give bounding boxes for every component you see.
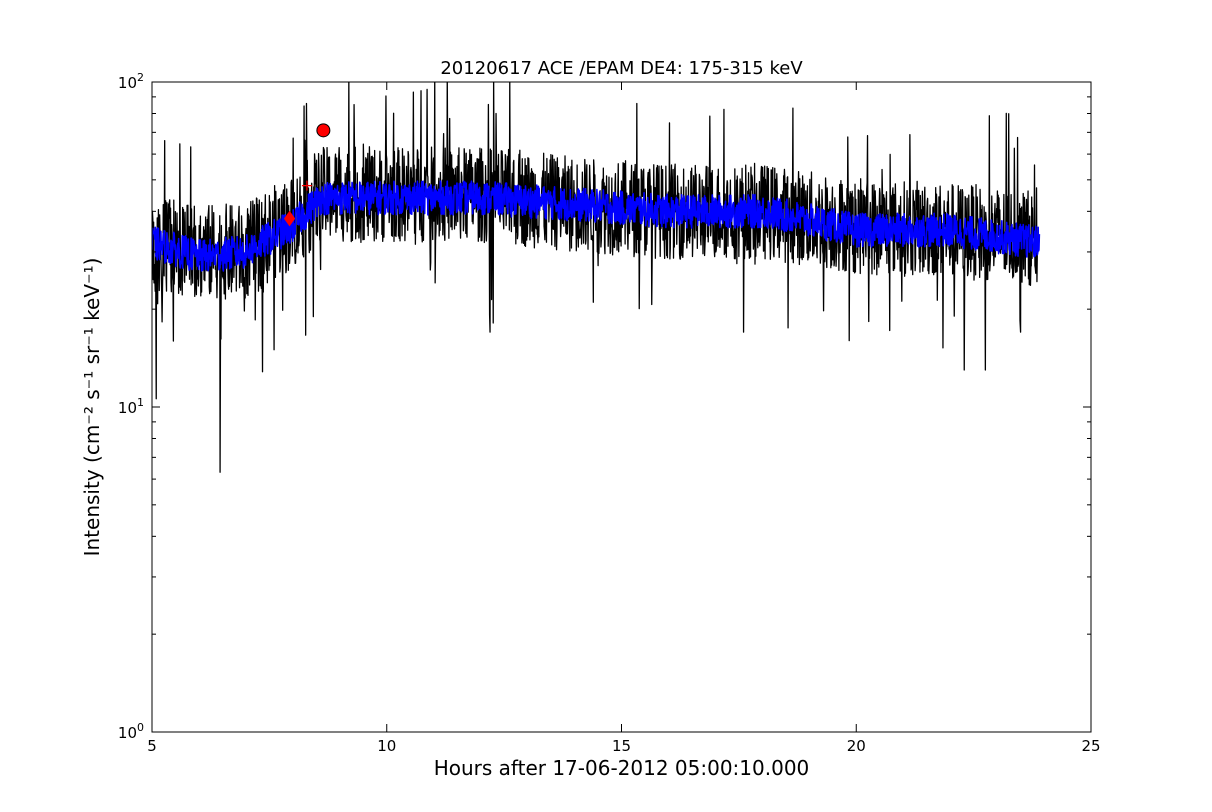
x-tick-label: 25 (1081, 737, 1100, 755)
x-tick-label: 10 (377, 737, 396, 755)
y-axis: 100 101 102 (118, 71, 1091, 742)
y-tick-label: 100 (118, 721, 144, 742)
x-axis: 5 10 15 20 25 (147, 82, 1101, 755)
x-tick-label: 5 (147, 737, 157, 755)
marker-diamond (283, 210, 296, 227)
y-tick-label: 101 (118, 396, 144, 417)
y-tick-label: 102 (118, 71, 144, 92)
series-line-raw (152, 82, 1041, 473)
x-axis-label: Hours after 17-06-2012 05:00:10.000 (434, 756, 810, 780)
plot-area (152, 82, 1041, 473)
marker-plus (301, 180, 312, 191)
marker-circle (316, 123, 331, 138)
y-axis-label: Intensity (cm⁻² s⁻¹ sr⁻¹ keV⁻¹) (80, 258, 104, 557)
x-tick-label: 20 (847, 737, 866, 755)
series-line-smoothed (152, 180, 1041, 272)
chart-title: 20120617 ACE /EPAM DE4: 175-315 keV (440, 58, 803, 79)
marker-layer (283, 123, 331, 227)
x-tick-label: 15 (612, 737, 631, 755)
